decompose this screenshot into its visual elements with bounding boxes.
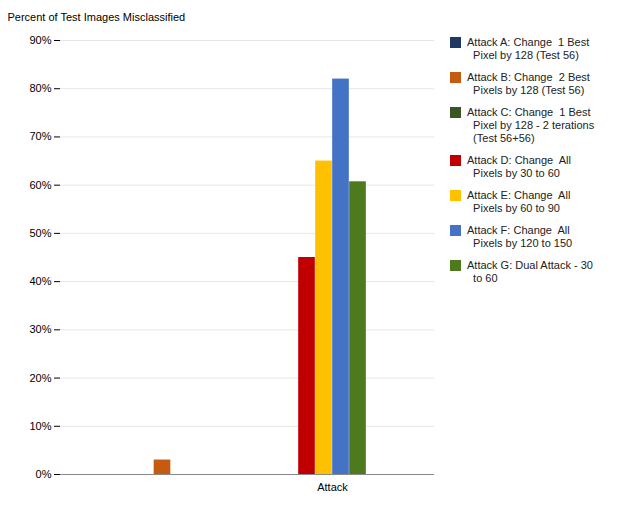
html-text:Attack C: Change 1 Best Pixel: Attack C: Change 1 Best Pixel by 128 - 2… — [467, 106, 595, 144]
svg-text:10%: 10% — [29, 420, 51, 432]
svg-text:20%: 20% — [29, 372, 51, 384]
svg-text:Attack: Attack — [317, 481, 348, 493]
svg-text:Percent of Test Images Misclas: Percent of Test Images Misclassified — [8, 11, 186, 23]
svg-text:60%: 60% — [29, 179, 51, 191]
svg-text:40%: 40% — [29, 275, 51, 287]
html-text:Attack B: Change 2 Best Pixels: Attack B: Change 2 Best Pixels by 128 (T… — [467, 71, 590, 96]
html-text:Attack D: Change All Pixels by: Attack D: Change All Pixels by 30 to 60 — [467, 154, 571, 179]
svg-text:30%: 30% — [29, 323, 51, 335]
svg-text:50%: 50% — [29, 227, 51, 239]
html-text:Attack A: Change 1 Best Pixel: Attack A: Change 1 Best Pixel by 128 (Te… — [467, 36, 590, 61]
html-text:Attack F: Change All Pixels by: Attack F: Change All Pixels by 120 to 15… — [467, 224, 573, 249]
html-text:Attack G: Dual Attack - 30 to: Attack G: Dual Attack - 30 to 60 — [467, 259, 593, 284]
svg-text:80%: 80% — [29, 82, 51, 94]
svg-text:90%: 90% — [29, 34, 51, 46]
html-text:Attack E: Change All Pixels by: Attack E: Change All Pixels by 60 to 90 — [467, 189, 571, 214]
svg-text:0%: 0% — [36, 468, 52, 480]
svg-text:70%: 70% — [29, 130, 51, 142]
